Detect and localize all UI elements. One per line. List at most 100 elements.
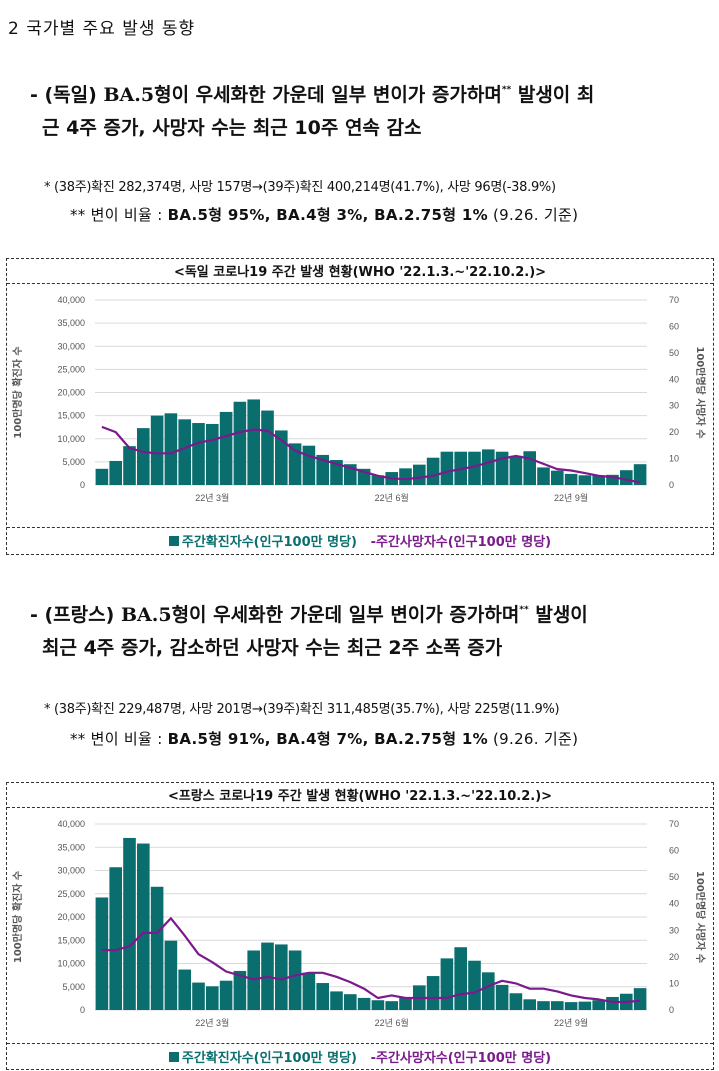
germany-chart-plot: 40,000 35,000 30,000 25,000 20,000 15,000 10,0… xyxy=(11,295,707,503)
france-variant-date: (9.26. 기준) xyxy=(487,730,579,748)
bar xyxy=(261,410,274,485)
divider xyxy=(7,283,713,284)
y-axis-title: 100만명당 확진자 수 xyxy=(11,871,24,963)
bar xyxy=(606,996,619,1010)
bar xyxy=(606,474,619,485)
y2-tick-label: 20 xyxy=(669,427,679,437)
bar xyxy=(316,983,329,1010)
bar xyxy=(233,401,247,485)
germany-chart: <독일 코로나19 주간 발생 현황(WHO '22.1.3.~'22.10.2… xyxy=(6,258,714,555)
bar xyxy=(482,449,495,485)
bar xyxy=(426,457,440,485)
germany-bullet-text: 형이 우세화한 가운데 일부 변이가 증가하며 xyxy=(154,84,502,106)
germany-note-variants: ** 변이 비율 : BA.5형 95%, BA.4형 3%, BA.2.75형… xyxy=(70,204,578,225)
bar xyxy=(371,475,385,485)
y2-tick-label: 10 xyxy=(669,454,679,464)
y2-tick-label: 10 xyxy=(669,978,679,988)
bar xyxy=(482,972,495,1010)
bar xyxy=(537,467,550,485)
x-tick-label: 22년 6월 xyxy=(375,1017,409,1028)
bar xyxy=(371,1000,385,1010)
bar xyxy=(578,1001,592,1010)
chart-title: <독일 코로나19 주간 발생 현황(WHO '22.1.3.~'22.10.2… xyxy=(173,265,547,280)
y2-axis-title: 100만명당 사망자 수 xyxy=(694,871,707,963)
y-axis-title: 100만명당 확진자 수 xyxy=(11,346,24,438)
bar xyxy=(302,445,316,485)
y2-tick-label: 40 xyxy=(669,899,679,909)
bar xyxy=(620,470,633,485)
bar xyxy=(316,454,329,485)
bar xyxy=(164,413,178,485)
bar xyxy=(509,993,523,1010)
bar xyxy=(95,897,109,1010)
bar xyxy=(233,970,247,1010)
bar xyxy=(399,468,412,485)
france-bullet: - (프랑스) BA.5형이 우세화한 가운데 일부 변이가 증가하며** 발생… xyxy=(30,594,710,665)
bar xyxy=(385,1001,398,1010)
legend-bar-swatch xyxy=(168,536,179,546)
bar xyxy=(468,960,481,1010)
y2-tick-label: 0 xyxy=(669,480,674,490)
y-tick-label: 25,000 xyxy=(57,889,85,899)
x-tick-label: 22년 6월 xyxy=(375,492,409,503)
y-tick-label: 5,000 xyxy=(62,982,85,992)
germany-bullet-text2: 발생이 최 xyxy=(511,84,595,106)
france-chart-plot: 40,000 35,000 30,000 25,000 20,000 15,000 10,0… xyxy=(11,819,707,1028)
bar xyxy=(178,969,191,1010)
bar xyxy=(288,950,302,1010)
bar xyxy=(123,837,136,1010)
y2-tick-label: 0 xyxy=(669,1005,674,1015)
y-tick-label: 0 xyxy=(80,1005,85,1015)
y2-tick-label: 40 xyxy=(669,374,679,384)
x-tick-label: 22년 3월 xyxy=(195,492,229,503)
bar xyxy=(399,997,412,1010)
bar xyxy=(454,947,467,1010)
bar xyxy=(247,399,260,485)
legend-line-swatch: - xyxy=(370,1051,376,1066)
legend-bar-label: 주간확진자수(인구100만 명당) xyxy=(181,535,357,550)
bar xyxy=(219,980,233,1010)
x-tick-label: 22년 9월 xyxy=(554,492,588,503)
x-tick-label: 22년 9월 xyxy=(554,1017,588,1028)
bar xyxy=(537,1001,550,1010)
bar xyxy=(551,1001,564,1010)
bar xyxy=(413,464,426,485)
chart-legend: 주간확진자수(인구100만 명당) -주간사망자수(인구100만 명당) xyxy=(7,1047,713,1066)
y2-tick-label: 70 xyxy=(669,295,679,305)
legend-line-swatch: - xyxy=(370,535,376,550)
y2-tick-label: 70 xyxy=(669,819,679,829)
bar xyxy=(440,451,454,485)
bar xyxy=(330,991,343,1010)
bar xyxy=(302,972,316,1010)
germany-bullet-prefix: - (독일) xyxy=(30,84,104,106)
germany-note-figures: * (38주)확진 282,374명, 사망 157명→(39주)확진 400,… xyxy=(44,180,556,195)
bar xyxy=(578,475,592,485)
france-note-variants: ** 변이 비율 : BA.5형 91%, BA.4형 7%, BA.2.75형… xyxy=(70,728,578,749)
y2-tick-label: 50 xyxy=(669,872,679,882)
bar xyxy=(564,473,578,485)
bar xyxy=(523,999,536,1010)
france-variant-ratios: BA.5형 91%, BA.4형 7%, BA.2.75형 1% xyxy=(167,730,488,748)
y-tick-label: 40,000 xyxy=(57,295,85,305)
y-tick-label: 5,000 xyxy=(62,457,85,467)
bar xyxy=(495,984,509,1010)
bar xyxy=(523,451,536,485)
bar xyxy=(551,470,564,485)
bar xyxy=(633,464,647,485)
y-tick-label: 35,000 xyxy=(57,318,85,328)
bar xyxy=(275,430,288,485)
bar xyxy=(109,867,122,1010)
y2-axis-title: 100만명당 사망자 수 xyxy=(694,346,707,438)
france-bullet-variant: BA.5 xyxy=(120,604,172,626)
y2-tick-label: 60 xyxy=(669,321,679,331)
germany-bullet-variant: BA.5 xyxy=(103,84,155,106)
y2-tick-label: 60 xyxy=(669,846,679,856)
germany-bullet-line2: 근 4주 증가, 사망자 수는 최근 10주 연속 감소 xyxy=(42,117,422,139)
bar xyxy=(440,958,454,1010)
chart-legend: 주간확진자수(인구100만 명당) -주간사망자수(인구100만 명당) xyxy=(7,531,713,550)
divider xyxy=(7,807,713,808)
y-tick-label: 0 xyxy=(80,480,85,490)
bar xyxy=(330,460,343,485)
bar xyxy=(109,460,122,485)
germany-variant-date: (9.26. 기준) xyxy=(487,206,579,224)
